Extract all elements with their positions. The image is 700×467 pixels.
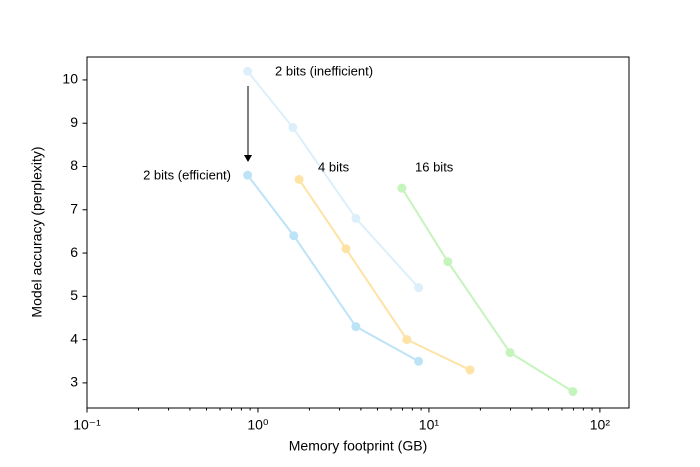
y-tick-label: 7 [70, 200, 78, 216]
series-line [246, 174, 420, 363]
x-tick-label: 10² [590, 417, 611, 433]
y-tick-label: 4 [70, 330, 78, 346]
y-tick-label: 10 [62, 71, 78, 87]
data-point [414, 356, 424, 366]
plot-frame [86, 56, 630, 409]
series-line [298, 178, 471, 371]
y-tick-label: 9 [70, 114, 78, 130]
y-tick-label: 8 [70, 157, 78, 173]
series-line [246, 70, 420, 289]
data-point [505, 348, 515, 358]
data-point [443, 257, 453, 267]
x-tick-label: 10⁻¹ [73, 417, 101, 433]
data-point [288, 123, 298, 133]
y-tick-label: 5 [70, 287, 78, 303]
y-tick-label: 3 [70, 374, 78, 390]
data-point [294, 174, 304, 184]
x-tick-label: 10¹ [419, 417, 440, 433]
series-line [401, 187, 574, 393]
series-label: 2 bits (inefficient) [275, 63, 373, 78]
y-tick-label: 6 [70, 244, 78, 260]
data-point [465, 365, 475, 375]
x-axis-label: Memory footprint (GB) [289, 438, 427, 454]
data-point [402, 335, 412, 345]
data-point [341, 244, 351, 254]
x-tick-label: 10⁰ [247, 417, 269, 433]
data-point [568, 387, 578, 397]
series-label: 16 bits [415, 159, 454, 174]
series-label: 2 bits (efficient) [143, 167, 231, 182]
data-point [351, 213, 361, 223]
data-point [289, 231, 299, 241]
data-point [243, 66, 253, 76]
data-point [397, 183, 407, 193]
series-label: 4 bits [318, 159, 350, 174]
data-point [243, 170, 253, 180]
y-axis-label: Model accuracy (perplexity) [29, 146, 45, 317]
data-point [414, 283, 424, 293]
data-point [351, 322, 361, 332]
